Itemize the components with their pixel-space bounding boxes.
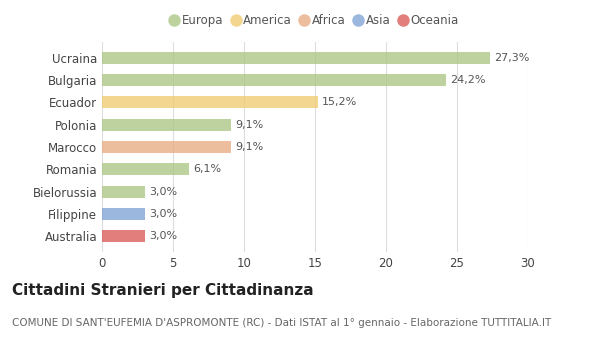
Legend: Europa, America, Africa, Asia, Oceania: Europa, America, Africa, Asia, Oceania [171,14,459,27]
Text: 3,0%: 3,0% [149,231,177,241]
Text: 15,2%: 15,2% [322,97,358,107]
Text: 9,1%: 9,1% [235,142,264,152]
Text: 9,1%: 9,1% [235,120,264,130]
Text: 3,0%: 3,0% [149,209,177,219]
Bar [102,51,490,64]
Bar [102,186,145,198]
Bar [102,74,446,86]
Text: Cittadini Stranieri per Cittadinanza: Cittadini Stranieri per Cittadinanza [12,284,314,299]
Text: COMUNE DI SANT'EUFEMIA D'ASPROMONTE (RC) - Dati ISTAT al 1° gennaio - Elaborazio: COMUNE DI SANT'EUFEMIA D'ASPROMONTE (RC)… [12,318,551,329]
Text: 24,2%: 24,2% [450,75,485,85]
Bar [102,141,231,153]
Bar [102,208,145,220]
Text: 3,0%: 3,0% [149,187,177,197]
Bar [102,119,231,131]
Bar [102,163,188,175]
Bar [102,230,145,243]
Bar [102,96,318,108]
Text: 27,3%: 27,3% [494,53,529,63]
Text: 6,1%: 6,1% [193,164,221,174]
